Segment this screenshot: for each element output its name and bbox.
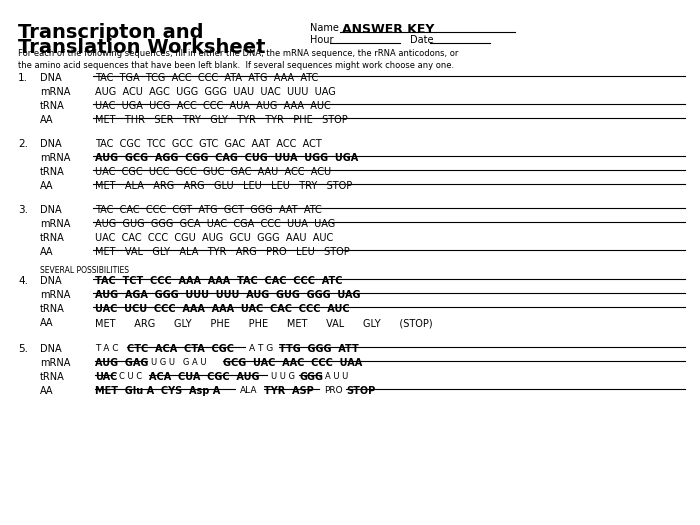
Text: AUG  GAG: AUG GAG — [95, 358, 148, 368]
Text: AUG  AGA  GGG  UUU  UUU  AUG  GUG  GGG  UAG: AUG AGA GGG UUU UUU AUG GUG GGG UAG — [95, 290, 360, 300]
Text: AUG  ACU  AGC  UGG  GGG  UAU  UAC  UUU  UAG: AUG ACU AGC UGG GGG UAU UAC UUU UAG — [95, 87, 336, 97]
Text: For each of the following sequences, fill in either the DNA, the mRNA sequence, : For each of the following sequences, fil… — [18, 49, 458, 70]
Text: C U C: C U C — [119, 372, 142, 381]
Text: 5.: 5. — [18, 344, 28, 354]
Text: DNA: DNA — [40, 344, 62, 354]
Text: TAC  TGA  TCG  ACC  CCC  ATA  ATG  AAA  ATC: TAC TGA TCG ACC CCC ATA ATG AAA ATC — [95, 73, 318, 83]
Text: Transcripton and: Transcripton and — [18, 23, 204, 42]
Text: DNA: DNA — [40, 73, 62, 83]
Text: Translation Worksheet: Translation Worksheet — [18, 38, 265, 57]
Text: MET   ALA   ARG   ARG   GLU   LEU   LEU   TRY   STOP: MET ALA ARG ARG GLU LEU LEU TRY STOP — [95, 181, 352, 191]
Text: Date: Date — [410, 35, 433, 45]
Text: mRNA: mRNA — [40, 358, 71, 368]
Text: AA: AA — [40, 115, 53, 125]
Text: mRNA: mRNA — [40, 290, 71, 300]
Text: MET  Glu A  CYS  Asp A: MET Glu A CYS Asp A — [95, 386, 220, 396]
Text: 1.: 1. — [18, 73, 28, 83]
Text: mRNA: mRNA — [40, 153, 71, 163]
Text: PRO: PRO — [324, 386, 342, 395]
Text: AA: AA — [40, 247, 53, 257]
Text: DNA: DNA — [40, 276, 62, 286]
Text: UAC  UCU  CCC  AAA  AAA  UAC  CAC  CCC  AUC: UAC UCU CCC AAA AAA UAC CAC CCC AUC — [95, 304, 349, 314]
Text: ANSWER KEY: ANSWER KEY — [342, 23, 435, 36]
Text: U U G: U U G — [271, 372, 295, 381]
Text: A U U: A U U — [325, 372, 349, 381]
Text: AA: AA — [40, 386, 53, 396]
Text: TYR  ASP: TYR ASP — [264, 386, 314, 396]
Text: 2.: 2. — [18, 139, 28, 149]
Text: UAC  UGA  UCG  ACC  CCC  AUA  AUG  AAA  AUC: UAC UGA UCG ACC CCC AUA AUG AAA AUC — [95, 101, 330, 111]
Text: TAC  CGC  TCC  GCC  GTC  GAC  AAT  ACC  ACT: TAC CGC TCC GCC GTC GAC AAT ACC ACT — [95, 139, 322, 149]
Text: DNA: DNA — [40, 205, 62, 215]
Text: tRNA: tRNA — [40, 101, 64, 111]
Text: TAC  TCT  CCC  AAA  AAA  TAC  CAC  CCC  ATC: TAC TCT CCC AAA AAA TAC CAC CCC ATC — [95, 276, 342, 286]
Text: AA: AA — [40, 318, 53, 328]
Text: T A C: T A C — [95, 344, 118, 353]
Text: STOP: STOP — [346, 386, 375, 396]
Text: 3.: 3. — [18, 205, 28, 215]
Text: CTC  ACA  CTA  CGC: CTC ACA CTA CGC — [127, 344, 234, 354]
Text: tRNA: tRNA — [40, 167, 64, 177]
Text: AUG  GUG  GGG  GCA  UAC  CGA  CCC  UUA  UAG: AUG GUG GGG GCA UAC CGA CCC UUA UAG — [95, 219, 335, 229]
Text: tRNA: tRNA — [40, 233, 64, 243]
Text: U G U   G A U: U G U G A U — [151, 358, 206, 367]
Text: GCG  UAC  AAC  CCC  UAA: GCG UAC AAC CCC UAA — [223, 358, 363, 368]
Text: tRNA: tRNA — [40, 304, 64, 314]
Text: ALA: ALA — [240, 386, 258, 395]
Text: TAC  CAC  CCC  CGT  ATG  GCT  GGG  AAT  ATC: TAC CAC CCC CGT ATG GCT GGG AAT ATC — [95, 205, 322, 215]
Text: AA: AA — [40, 181, 53, 191]
Text: SEVERAL POSSIBILITIES: SEVERAL POSSIBILITIES — [40, 266, 129, 275]
Text: DNA: DNA — [40, 139, 62, 149]
Text: MET   THR   SER   TRY   GLY   TYR   TYR   PHE   STOP: MET THR SER TRY GLY TYR TYR PHE STOP — [95, 115, 348, 125]
Text: TTG  GGG  ATT: TTG GGG ATT — [279, 344, 358, 354]
Text: GGG: GGG — [299, 372, 323, 382]
Text: MET      ARG      GLY      PHE      PHE      MET      VAL      GLY      (STOP): MET ARG GLY PHE PHE MET VAL GLY (STOP) — [95, 318, 433, 328]
Text: Name: Name — [310, 23, 339, 33]
Text: MET   VAL   GLY   ALA   TYR   ARG   PRO   LEU   STOP: MET VAL GLY ALA TYR ARG PRO LEU STOP — [95, 247, 350, 257]
Text: 4.: 4. — [18, 276, 28, 286]
Text: UAC: UAC — [95, 372, 118, 382]
Text: UAC  CAC  CCC  CGU  AUG  GCU  GGG  AAU  AUC: UAC CAC CCC CGU AUG GCU GGG AAU AUC — [95, 233, 333, 243]
Text: Hour: Hour — [310, 35, 333, 45]
Text: mRNA: mRNA — [40, 87, 71, 97]
Text: ACA  CUA  CGC  AUG: ACA CUA CGC AUG — [149, 372, 260, 382]
Text: mRNA: mRNA — [40, 219, 71, 229]
Text: AUG  GCG  AGG  CGG  CAG  CUG  UUA  UGG  UGA: AUG GCG AGG CGG CAG CUG UUA UGG UGA — [95, 153, 358, 163]
Text: UAC  CGC  UCC  GCC  GUC  GAC  AAU  ACC  ACU: UAC CGC UCC GCC GUC GAC AAU ACC ACU — [95, 167, 331, 177]
Text: tRNA: tRNA — [40, 372, 64, 382]
Text: A T G: A T G — [249, 344, 273, 353]
